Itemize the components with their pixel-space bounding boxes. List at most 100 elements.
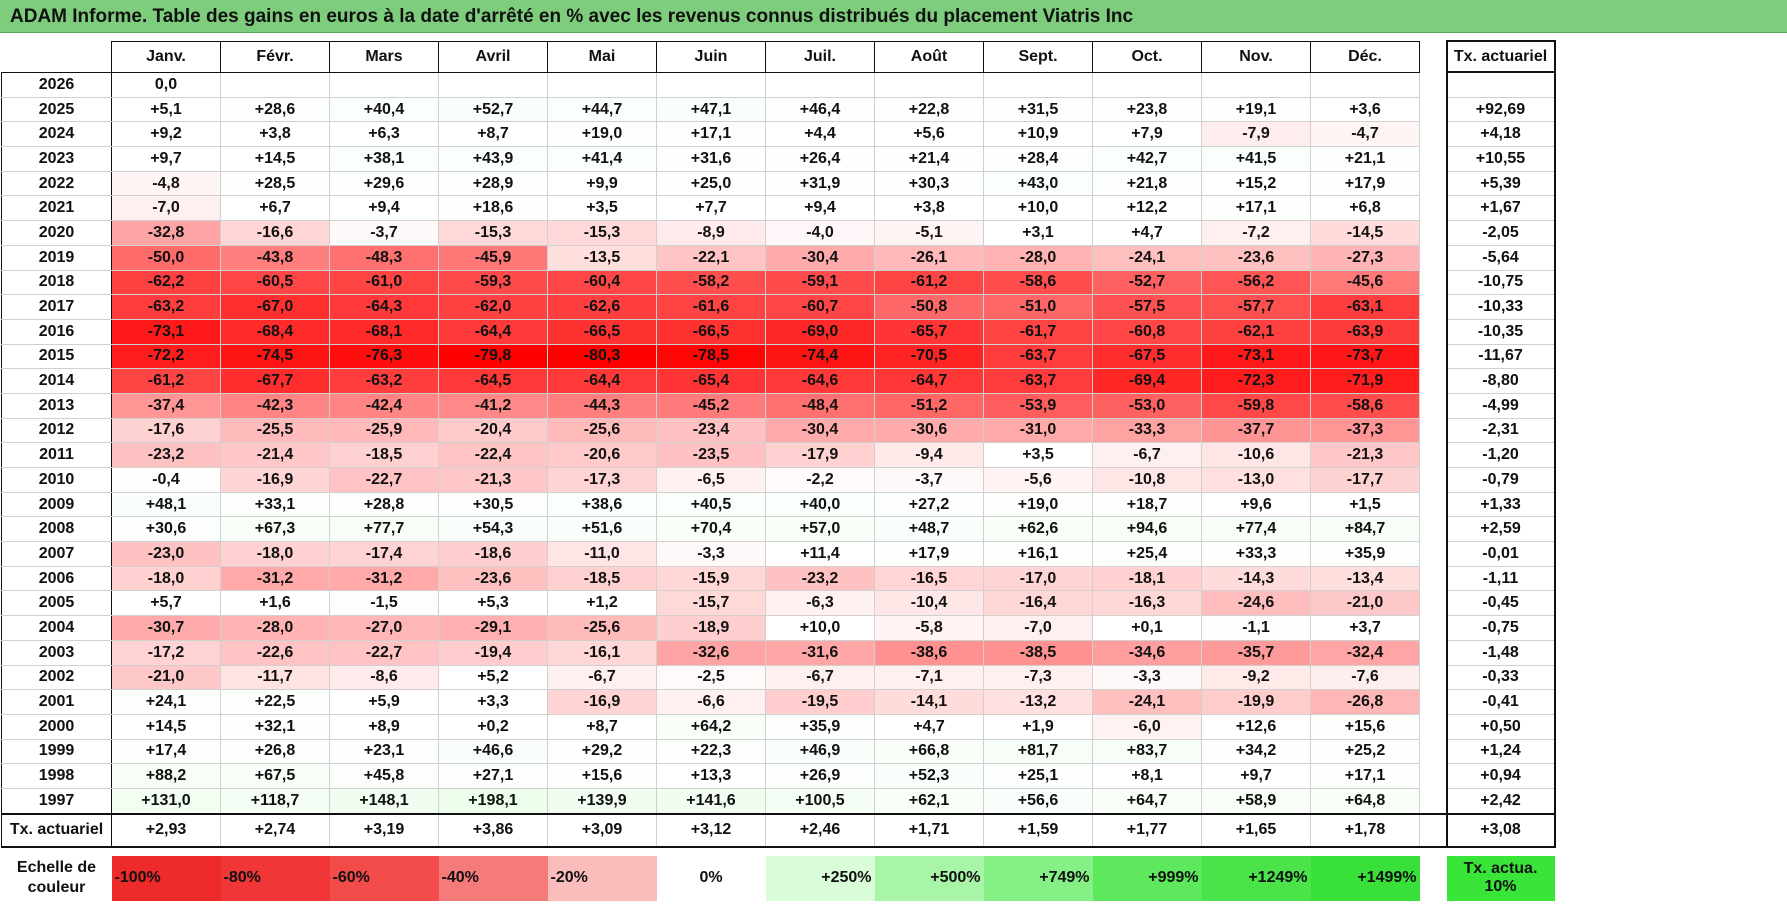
gain-cell: -22,1 xyxy=(656,244,766,271)
table-row: 2007 -23,0 -18,0 -17,4 -18,6 -11,0 -3,3 +11,4 +1… xyxy=(1,541,1556,567)
column-gap xyxy=(1419,195,1447,221)
summary-cell: +3,09 xyxy=(547,812,657,848)
gain-cell: -45,9 xyxy=(438,244,548,271)
ta-cell: -2,05 xyxy=(1445,220,1556,246)
gain-cell: -21,0 xyxy=(111,664,221,691)
gain-cell: +66,8 xyxy=(874,738,984,765)
gain-cell: -69,4 xyxy=(1092,368,1202,394)
column-gap xyxy=(1419,171,1447,196)
column-gap xyxy=(1419,492,1447,517)
gain-cell: -17,0 xyxy=(983,565,1093,592)
gain-cell: -15,3 xyxy=(438,220,548,246)
gain-cell xyxy=(438,71,548,98)
gain-cell: -59,1 xyxy=(765,269,875,296)
column-gap xyxy=(1419,270,1447,295)
gain-cell: -33,3 xyxy=(1092,417,1202,444)
year-cell: 2000 xyxy=(1,713,112,740)
gain-cell: -42,4 xyxy=(329,392,439,419)
gain-cell: -19,5 xyxy=(765,689,875,715)
gain-cell: +3,5 xyxy=(983,442,1093,468)
table-row: 1999 +17,4 +26,8 +23,1 +46,6 +29,2 +22,3 +46,9 +… xyxy=(1,738,1556,765)
gain-cell: -62,2 xyxy=(111,269,221,296)
gain-cell: -13,4 xyxy=(1310,565,1420,592)
gain-cell: -38,6 xyxy=(874,639,984,666)
gain-cell: +64,7 xyxy=(1092,787,1202,815)
gain-cell: +15,2 xyxy=(1201,170,1311,197)
legend-swatch: -100% xyxy=(111,855,221,901)
gain-cell: -18,5 xyxy=(547,565,657,592)
ta-cell: +1,67 xyxy=(1445,195,1556,222)
legend-swatch: +1499% xyxy=(1310,855,1420,901)
gain-cell: +9,7 xyxy=(1201,763,1311,789)
gain-cell: +88,2 xyxy=(111,763,221,789)
gain-cell: +5,1 xyxy=(111,96,221,123)
ta-cell: +2,42 xyxy=(1445,787,1556,815)
column-gap xyxy=(1419,590,1447,616)
gain-cell: +9,4 xyxy=(765,195,875,222)
table-row: 2020 -32,8 -16,6 -3,7 -15,3 -15,3 -8,9 -4,0 -5,1… xyxy=(1,220,1556,246)
column-gap xyxy=(1419,467,1447,493)
gain-cell: +57,0 xyxy=(765,516,875,543)
gain-cell: -73,1 xyxy=(1201,343,1311,370)
gain-cell: -0,4 xyxy=(111,467,221,493)
gain-cell: -63,2 xyxy=(111,294,221,320)
gain-cell: -53,0 xyxy=(1092,392,1202,419)
gain-cell: -59,8 xyxy=(1201,392,1311,419)
gain-cell: -24,6 xyxy=(1201,590,1311,617)
gain-cell: -66,5 xyxy=(656,318,766,345)
gain-cell: -52,7 xyxy=(1092,269,1202,296)
gain-cell: +25,0 xyxy=(656,170,766,197)
gain-cell: -16,3 xyxy=(1092,590,1202,617)
year-cell: 2015 xyxy=(1,343,112,370)
gain-cell: +28,4 xyxy=(983,146,1093,172)
gain-cell xyxy=(1092,71,1202,98)
gain-cell: -32,6 xyxy=(656,639,766,666)
gain-cell: -72,3 xyxy=(1201,368,1311,394)
table-row: 2019 -50,0 -43,8 -48,3 -45,9 -13,5 -22,1 -30,4-… xyxy=(1,244,1556,271)
gain-cell: -6,0 xyxy=(1092,713,1202,740)
gain-cell: -17,3 xyxy=(547,467,657,493)
gain-cell: -59,3 xyxy=(438,269,548,296)
gain-cell: -28,0 xyxy=(983,244,1093,271)
table-row: 2021 -7,0 +6,7 +9,4 +18,6 +3,5 +7,7 +9,4 +3,8 +10… xyxy=(1,195,1556,222)
summary-cell: +3,12 xyxy=(656,812,766,848)
gain-cell: -64,5 xyxy=(438,368,548,394)
gain-cell: -15,9 xyxy=(656,565,766,592)
gain-cell: +38,1 xyxy=(329,146,439,172)
summary-cell: +2,46 xyxy=(765,812,875,848)
year-cell: 2009 xyxy=(1,491,112,518)
gain-cell: +46,9 xyxy=(765,738,875,765)
gain-cell: -16,1 xyxy=(547,639,657,666)
gain-cell: -3,3 xyxy=(1092,664,1202,691)
ta-cell: +0,94 xyxy=(1445,763,1556,789)
legend-swatch: +749% xyxy=(983,855,1093,901)
gain-cell: +28,8 xyxy=(329,491,439,518)
column-gap xyxy=(1419,368,1447,394)
summary-cell: +1,71 xyxy=(874,812,984,848)
gain-cell: -24,1 xyxy=(1092,244,1202,271)
gain-cell: +10,9 xyxy=(983,121,1093,148)
gain-cell: +42,7 xyxy=(1092,146,1202,172)
gain-cell: -23,5 xyxy=(656,442,766,468)
gain-cell: -44,3 xyxy=(547,392,657,419)
table-row: 2002 -21,0 -11,7 -8,6 +5,2 -6,7 -2,5 -6,7 -7,1 -7… xyxy=(1,664,1556,691)
gain-cell xyxy=(874,71,984,98)
legend-swatch: -40% xyxy=(438,855,548,901)
gain-cell: +58,9 xyxy=(1201,787,1311,815)
gain-cell: -63,7 xyxy=(983,368,1093,394)
gain-cell: -4,8 xyxy=(111,170,221,197)
ta-cell: -11,67 xyxy=(1445,343,1556,370)
summary-cell: +1,78 xyxy=(1310,812,1420,848)
gain-cell: +31,5 xyxy=(983,96,1093,123)
gain-cell: -48,4 xyxy=(765,392,875,419)
gain-cell: -65,7 xyxy=(874,318,984,345)
gain-cell xyxy=(220,71,330,98)
gain-cell: -17,7 xyxy=(1310,467,1420,493)
gain-cell: +48,7 xyxy=(874,516,984,543)
gain-cell: -17,6 xyxy=(111,417,221,444)
gain-cell: +31,6 xyxy=(656,146,766,172)
gain-cell: +48,1 xyxy=(111,491,221,518)
table-row: 2010 -0,4 -16,9 -22,7 -21,3 -17,3 -6,5 -2,2 -3,7… xyxy=(1,467,1556,493)
gain-cell: -63,2 xyxy=(329,368,439,394)
gain-cell: +40,0 xyxy=(765,491,875,518)
